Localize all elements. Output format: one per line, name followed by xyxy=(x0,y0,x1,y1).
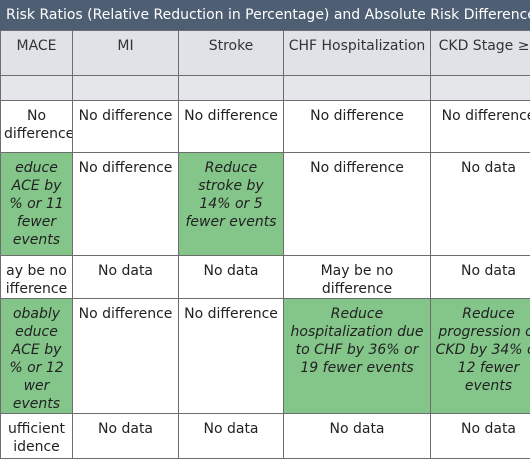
table-title: Risk Ratios (Relative Reduction in Perce… xyxy=(0,0,530,30)
cell: No difference xyxy=(179,299,284,414)
page: {"header": {"title": "Risk Ratios (Relat… xyxy=(0,0,530,442)
cell: No data xyxy=(284,414,431,459)
cell: No difference xyxy=(73,153,179,256)
cell: ufficient idence xyxy=(1,414,73,459)
cell: No data xyxy=(179,256,284,299)
cell: No difference xyxy=(284,101,431,153)
cell: No difference xyxy=(73,101,179,153)
cell: No data xyxy=(431,414,530,459)
cell: Reduce progression of CKD by 34% or 12 f… xyxy=(431,299,530,414)
cell: No difference xyxy=(1,101,73,153)
cell: No data xyxy=(431,153,530,256)
cell: Reduce stroke by 14% or 5 fewer events xyxy=(179,153,284,256)
cell: No difference xyxy=(431,101,530,153)
cell: No difference xyxy=(73,299,179,414)
separator-row xyxy=(1,76,530,101)
column-header: CKD Stage ≥3 xyxy=(431,31,530,76)
cell: obably educe ACE by % or 12 wer events xyxy=(1,299,73,414)
cell: No data xyxy=(431,256,530,299)
cell: No data xyxy=(73,256,179,299)
cell: No difference xyxy=(284,153,431,256)
cell: educe ACE by % or 11 fewer events xyxy=(1,153,73,256)
column-header: CHF Hospitalization xyxy=(284,31,431,76)
cell: Reduce hospitalization due to CHF by 36%… xyxy=(284,299,431,414)
cell: No data xyxy=(179,414,284,459)
cell: No difference xyxy=(179,101,284,153)
cell: May be no difference xyxy=(284,256,431,299)
column-header: MACE xyxy=(1,31,73,76)
column-header: MI xyxy=(73,31,179,76)
column-header: Stroke xyxy=(179,31,284,76)
table: MACE MI Stroke CHF Hospitalization CKD S… xyxy=(0,30,530,459)
cell: ay be no ifference xyxy=(1,256,73,299)
cell: No data xyxy=(73,414,179,459)
